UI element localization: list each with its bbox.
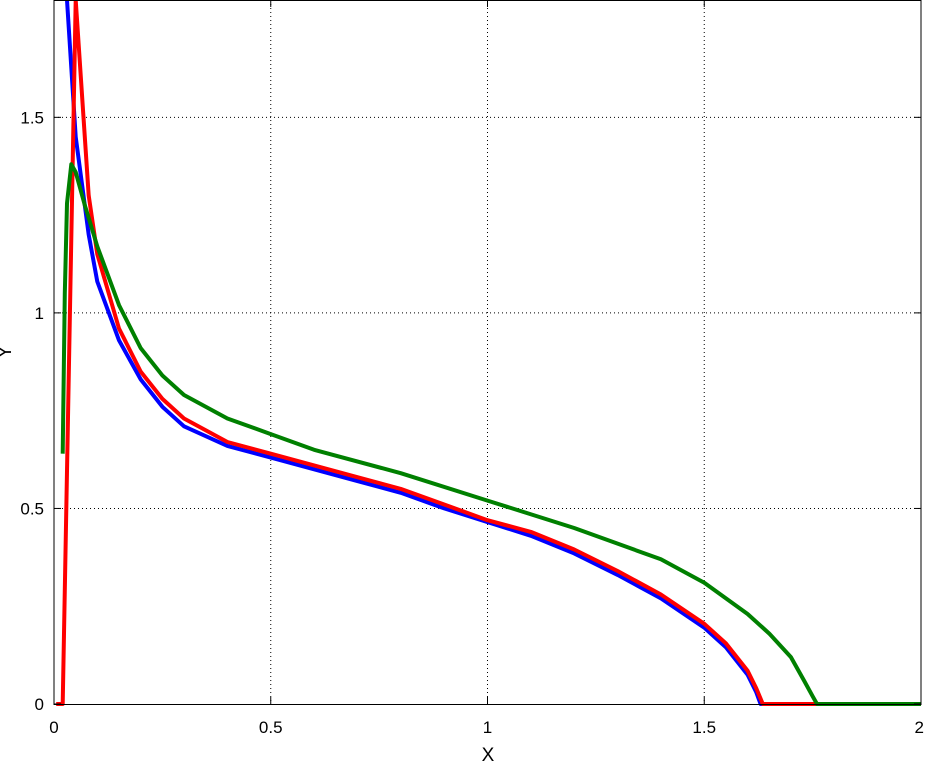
grid (54, 0, 921, 704)
series-line-2 (56, 0, 921, 706)
x-tick-label: 2 (915, 718, 924, 737)
x-tick-label: 1.5 (692, 718, 716, 737)
series-line-1 (65, 0, 921, 706)
series-layer (56, 0, 921, 706)
x-tick-label: 0.5 (259, 718, 283, 737)
ticks: 0 0.5 1 1.5 2 0 0.5 1 1.5 (20, 0, 924, 737)
y-axis-title: Y (0, 345, 16, 358)
y-tick-label: 1 (35, 304, 44, 323)
x-tick-label: 1 (483, 718, 492, 737)
x-axis-title: X (482, 745, 495, 763)
y-tick-label: 0 (35, 695, 44, 714)
y-tick-label: 1.5 (20, 108, 44, 127)
x-tick-label: 0 (49, 718, 58, 737)
series-line-3 (60, 162, 921, 706)
y-tick-label: 0.5 (20, 499, 44, 518)
